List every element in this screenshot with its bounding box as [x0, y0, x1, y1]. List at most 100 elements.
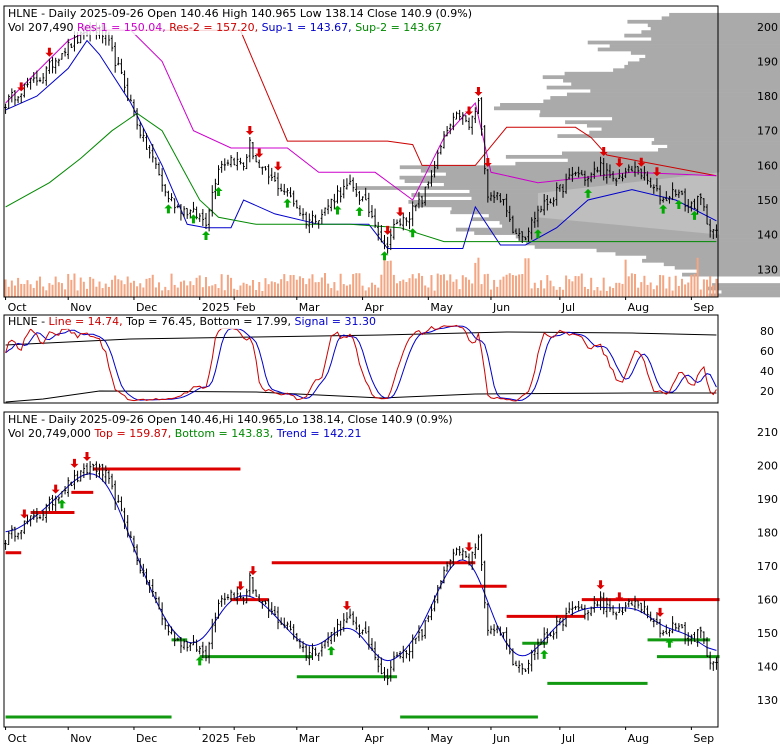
buy-arrow [659, 204, 668, 214]
chart-title-line: HLNE - Line = 14.74, Top = 76.45, Bottom… [8, 315, 376, 328]
volume-profile-bar [674, 265, 780, 270]
buy-arrow [408, 228, 417, 238]
volume-bar [427, 287, 430, 297]
sell-arrow [236, 581, 245, 591]
x-tick-label: Nov [70, 732, 92, 745]
volume-bar [158, 282, 161, 297]
x-tick-label: Nov [70, 301, 92, 314]
sell-arrow [465, 542, 474, 552]
volume-profile-bar [642, 258, 780, 263]
sell-arrow [652, 167, 661, 177]
volume-bar [527, 258, 530, 297]
volume-bar [214, 284, 217, 297]
volume-bar [643, 275, 646, 297]
volume-bar [236, 289, 239, 297]
volume-bar [630, 273, 633, 297]
y-tick-label: 190 [757, 55, 778, 68]
sell-arrow [255, 148, 264, 158]
volume-bar [76, 290, 79, 297]
volume-profile-bar [519, 238, 780, 242]
volume-bar [20, 283, 23, 297]
volume-bar [251, 279, 254, 297]
y-tick-label: 200 [757, 21, 778, 34]
volume-bar [565, 275, 568, 297]
x-tick-label: Feb [236, 301, 255, 314]
volume-bar [339, 273, 342, 297]
volume-bar [4, 279, 7, 297]
volume-bar [333, 282, 336, 297]
volume-bar [10, 280, 13, 297]
sell-arrow [82, 452, 91, 462]
volume-bar [455, 279, 458, 297]
sell-arrow [274, 161, 283, 171]
volume-bar [627, 276, 630, 297]
volume-bar [605, 290, 608, 297]
volume-bar [618, 282, 621, 297]
title-backdrop [5, 316, 375, 329]
volume-bar [239, 285, 242, 297]
volume-profile-bar [443, 182, 780, 187]
volume-profile-bar [565, 120, 780, 125]
sell-arrow [396, 207, 405, 217]
x-tick-label: Jul [561, 732, 575, 745]
volume-bar [195, 277, 198, 297]
x-tick-label: Apr [365, 732, 385, 745]
volume-bar [480, 284, 483, 297]
volume-bar [145, 278, 148, 297]
volume-bar [302, 278, 305, 297]
volume-bar [665, 288, 668, 297]
volume-bar [549, 280, 552, 297]
volume-bar [680, 278, 683, 297]
volume-bar [702, 279, 705, 297]
volume-bar [521, 274, 524, 297]
sell-arrow [45, 47, 54, 57]
volume-profile-bar [627, 61, 780, 66]
volume-bar [590, 277, 593, 297]
volume-bar [655, 285, 658, 297]
volume-bar [311, 274, 314, 297]
volume-bar [336, 290, 339, 297]
volume-bar [114, 275, 117, 297]
volume-profile-bar [356, 186, 780, 190]
volume-bar [367, 287, 370, 297]
volume-bar [111, 279, 114, 297]
trend-line [5, 473, 717, 662]
volume-bar [245, 283, 248, 297]
sell-arrow [637, 157, 646, 167]
volume-bar [696, 257, 699, 297]
volume-bar [248, 285, 251, 297]
volume-bar [593, 290, 596, 297]
volume-bar [89, 276, 92, 297]
title-backdrop [5, 7, 435, 35]
volume-bar [45, 290, 48, 297]
volume-bar [292, 274, 295, 297]
volume-bar [439, 274, 442, 297]
volume-bar [624, 259, 627, 297]
oscillator-signal-line [5, 325, 717, 402]
volume-profile-bar [539, 113, 780, 118]
volume-profile-bar [609, 44, 780, 48]
volume-bar [652, 289, 655, 297]
volume-profile-bar [543, 99, 780, 104]
volume-bar [474, 262, 477, 297]
volume-bar [358, 273, 361, 297]
volume-bar [502, 276, 505, 297]
volume-bar [35, 280, 38, 297]
volume-bar [186, 285, 189, 297]
buy-arrow [214, 186, 223, 196]
volume-profile-bar [641, 30, 780, 35]
volume-profile-bar [646, 255, 780, 260]
title-segment: HLNE - Daily 2025-09-26 Open 140.46 High… [8, 7, 472, 20]
price-zone-band [537, 172, 720, 235]
volume-profile-bar [650, 26, 780, 31]
y-tick-label: 160 [757, 594, 778, 607]
title-backdrop [5, 413, 445, 441]
x-tick-label: May [430, 732, 453, 745]
volume-bar [104, 283, 107, 297]
volume-bar [82, 281, 85, 297]
volume-bar [57, 282, 60, 297]
volume-bar [452, 281, 455, 297]
buy-arrow [584, 188, 593, 198]
volume-profile-bar [589, 130, 780, 135]
volume-bar [327, 283, 330, 297]
